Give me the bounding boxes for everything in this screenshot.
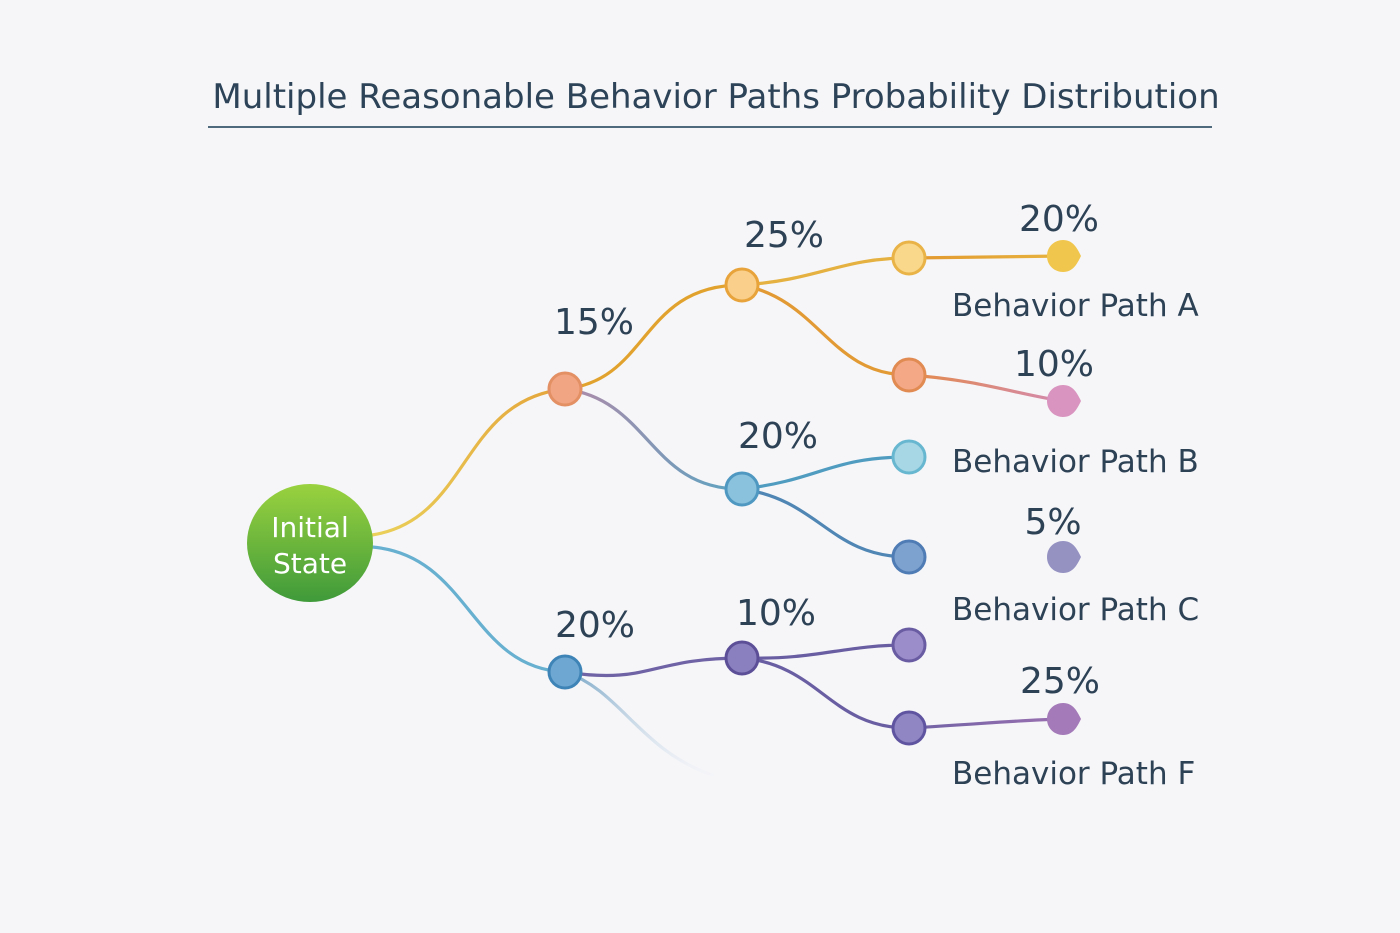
node-lower-mid[interactable] xyxy=(547,654,583,690)
root-node[interactable]: Initial State xyxy=(247,484,373,602)
edge-upper-to-top xyxy=(563,283,744,391)
edge-root-to-upper xyxy=(370,387,567,537)
edge-top-to-a xyxy=(740,256,911,287)
edge-mid-to-c xyxy=(740,487,911,559)
edge-branch-to-f xyxy=(740,656,911,730)
node-path-c[interactable] xyxy=(891,539,927,575)
pct-upper-top: 25% xyxy=(744,215,824,256)
node-path-b[interactable] xyxy=(891,439,927,475)
edge-top-to-a2 xyxy=(740,283,911,377)
node-lower-branch[interactable] xyxy=(724,640,760,676)
node-path-a[interactable] xyxy=(891,240,927,276)
edge-f-to-leaf xyxy=(907,717,1065,730)
edge-a-to-leaf xyxy=(907,254,1065,260)
edge-lower-fade xyxy=(563,670,714,777)
pct-lower-mid: 20% xyxy=(555,605,635,646)
root-label-line2: State xyxy=(273,547,347,580)
pct-leaf-f: 25% xyxy=(1020,661,1100,702)
edge-root-to-lower xyxy=(370,545,567,674)
node-lower-up[interactable] xyxy=(891,627,927,663)
edge-branch-to-up xyxy=(740,643,911,660)
label-behavior-path-c: Behavior Path C xyxy=(952,592,1199,628)
leaf-marker-f[interactable] xyxy=(1047,703,1081,735)
leaf-marker-a2[interactable] xyxy=(1047,385,1081,417)
pct-upper-mid: 15% xyxy=(554,302,634,343)
pct-upper-lower: 20% xyxy=(738,416,818,457)
label-behavior-path-f: Behavior Path F xyxy=(952,756,1195,792)
node-path-f[interactable] xyxy=(891,710,927,746)
pct-leaf-a2: 10% xyxy=(1014,344,1094,385)
root-label-line1: Initial xyxy=(271,511,348,544)
pct-lower-branch: 10% xyxy=(736,593,816,634)
pct-leaf-c: 5% xyxy=(1024,502,1081,543)
edges xyxy=(370,254,1065,777)
pct-leaf-a: 20% xyxy=(1019,199,1099,240)
nodes xyxy=(547,240,927,746)
leaf-markers xyxy=(1047,240,1081,735)
label-behavior-path-b: Behavior Path B xyxy=(952,444,1199,480)
edge-upper-to-mid xyxy=(563,387,744,491)
node-upper-top[interactable] xyxy=(724,267,760,303)
diagram-title: Multiple Reasonable Behavior Paths Proba… xyxy=(212,77,1219,117)
percentage-labels: 15% 25% 20% 10% 20% 5% 20% 10% 25% xyxy=(554,199,1100,702)
node-path-a2[interactable] xyxy=(891,357,927,393)
edge-lower-to-branch xyxy=(563,656,744,678)
node-upper-lower[interactable] xyxy=(724,471,760,507)
label-behavior-path-a: Behavior Path A xyxy=(952,288,1199,324)
leaf-marker-a[interactable] xyxy=(1047,240,1081,272)
edge-mid-to-b xyxy=(740,455,911,491)
path-labels: Behavior Path A Behavior Path B Behavior… xyxy=(952,288,1199,792)
leaf-marker-c[interactable] xyxy=(1047,541,1081,573)
node-upper-mid[interactable] xyxy=(547,371,583,407)
